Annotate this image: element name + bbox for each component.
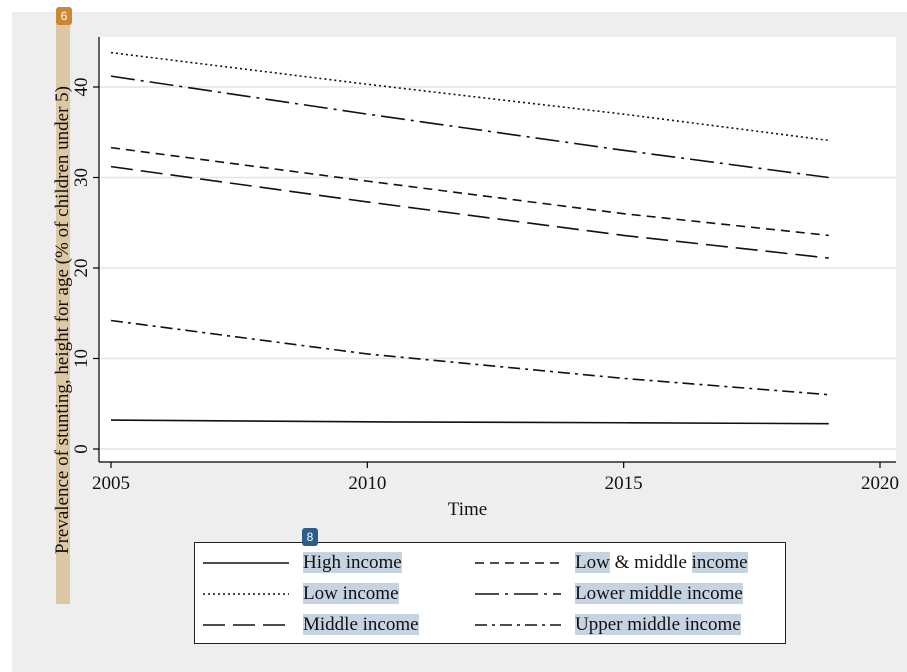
legend-item: Upper middle income xyxy=(475,611,741,639)
legend-label: High income xyxy=(303,552,402,573)
annotation-badge-8: 8 xyxy=(302,528,318,546)
legend-label: Lower middle income xyxy=(575,583,743,604)
y-tick-label: 40 xyxy=(71,78,92,97)
x-tick-label: 2020 xyxy=(861,473,899,494)
y-tick-label: 10 xyxy=(71,349,92,368)
x-tick-label: 2010 xyxy=(348,473,386,494)
x-axis-label: Time xyxy=(448,499,487,520)
legend-label: Low income xyxy=(303,583,399,604)
legend-item: High income xyxy=(203,549,402,577)
legend: High income Low & middle income Low income… xyxy=(194,542,786,644)
y-axis-label: Prevalence of stunting, height for age (… xyxy=(52,86,73,554)
x-tick-label: 2015 xyxy=(605,473,643,494)
legend-swatch xyxy=(203,624,289,626)
legend-label: Upper middle income xyxy=(575,614,741,635)
ylabel-highlight xyxy=(56,24,70,604)
y-tick-label: 30 xyxy=(71,168,92,187)
legend-swatch xyxy=(475,593,561,595)
legend-label: Low & middle income xyxy=(575,552,748,573)
series-line-high-income xyxy=(110,419,829,425)
x-tick-label: 2005 xyxy=(92,473,130,494)
legend-swatch xyxy=(203,593,289,595)
legend-item: Low income xyxy=(203,580,399,608)
legend-item: Lower middle income xyxy=(475,580,743,608)
series-line-lower-middle-income xyxy=(110,75,829,179)
legend-label: Middle income xyxy=(303,614,419,635)
legend-swatch xyxy=(475,624,561,626)
plot-area xyxy=(99,37,896,462)
y-tick-label: 20 xyxy=(71,259,92,278)
annotation-badge-6: 6 xyxy=(56,7,72,25)
series-line-upper-middle-income xyxy=(110,319,829,396)
y-tick-label: 0 xyxy=(71,444,92,454)
series-line-low-middle-income xyxy=(110,146,829,237)
legend-swatch xyxy=(475,562,561,564)
legend-item: Middle income xyxy=(203,611,419,639)
series-line-middle-income xyxy=(110,165,829,259)
legend-item: Low & middle income xyxy=(475,549,748,577)
legend-swatch xyxy=(203,562,289,564)
